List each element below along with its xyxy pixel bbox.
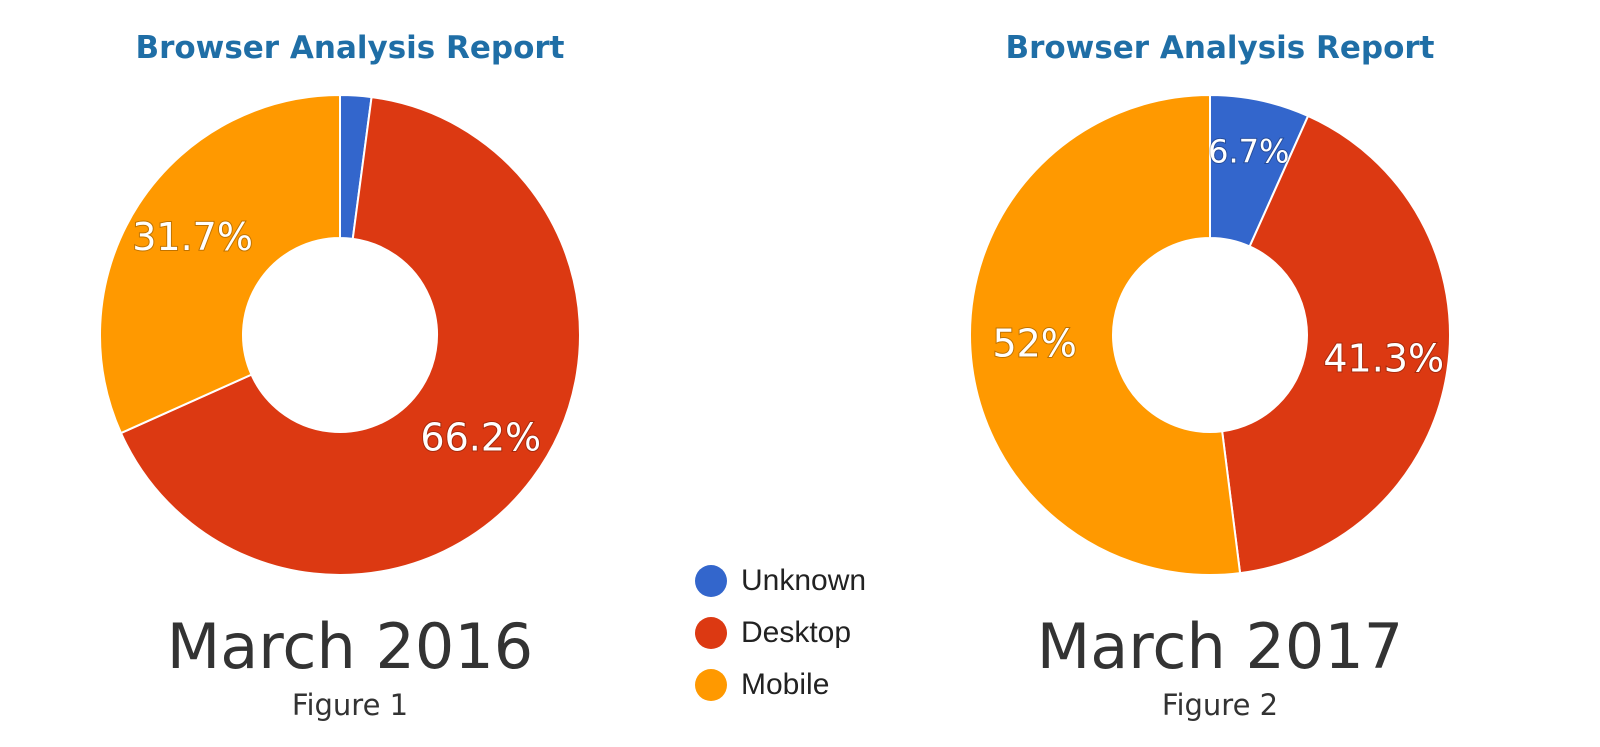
legend-item-unknown: Unknown bbox=[695, 555, 915, 607]
legend: Unknown Desktop Mobile bbox=[695, 555, 915, 711]
legend-swatch-mobile bbox=[695, 669, 727, 701]
legend-label-desktop: Desktop bbox=[741, 616, 852, 649]
legend-label-mobile: Mobile bbox=[741, 668, 830, 701]
period-label: March 2016 bbox=[166, 610, 534, 683]
legend-swatch-unknown bbox=[695, 565, 727, 597]
data-label-mobile: 52% bbox=[992, 322, 1076, 366]
data-label-desktop: 41.3% bbox=[1323, 336, 1444, 380]
legend-item-mobile: Mobile bbox=[695, 659, 915, 711]
legend-item-desktop: Desktop bbox=[695, 607, 915, 659]
slice-mobile bbox=[969, 93, 1242, 576]
data-label-unknown: 6.7% bbox=[1208, 132, 1289, 170]
chart-title: Browser Analysis Report bbox=[135, 30, 565, 66]
period-label: March 2017 bbox=[1036, 610, 1404, 683]
legend-swatch-desktop bbox=[695, 617, 727, 649]
slice-desktop bbox=[1221, 114, 1451, 575]
data-label-mobile: 31.7% bbox=[132, 215, 253, 259]
legend-label-unknown: Unknown bbox=[741, 564, 867, 597]
figure-caption: Figure 2 bbox=[1161, 688, 1279, 722]
chart-panel-2017: Browser Analysis Report 6.7% 41.3% 52% Mar… bbox=[940, 0, 1500, 747]
slice-desktop bbox=[119, 95, 581, 576]
chart-title: Browser Analysis Report bbox=[1005, 30, 1435, 66]
donut-chart-2016: 66.2% 31.7% bbox=[99, 93, 581, 576]
data-label-desktop: 66.2% bbox=[420, 416, 541, 460]
chart-panel-2016: Browser Analysis Report 66.2% 31.7% March… bbox=[70, 0, 630, 747]
donut-chart-2017: 6.7% 41.3% 52% bbox=[969, 93, 1451, 576]
figure-caption: Figure 1 bbox=[291, 688, 409, 722]
slice-mobile bbox=[99, 93, 341, 435]
